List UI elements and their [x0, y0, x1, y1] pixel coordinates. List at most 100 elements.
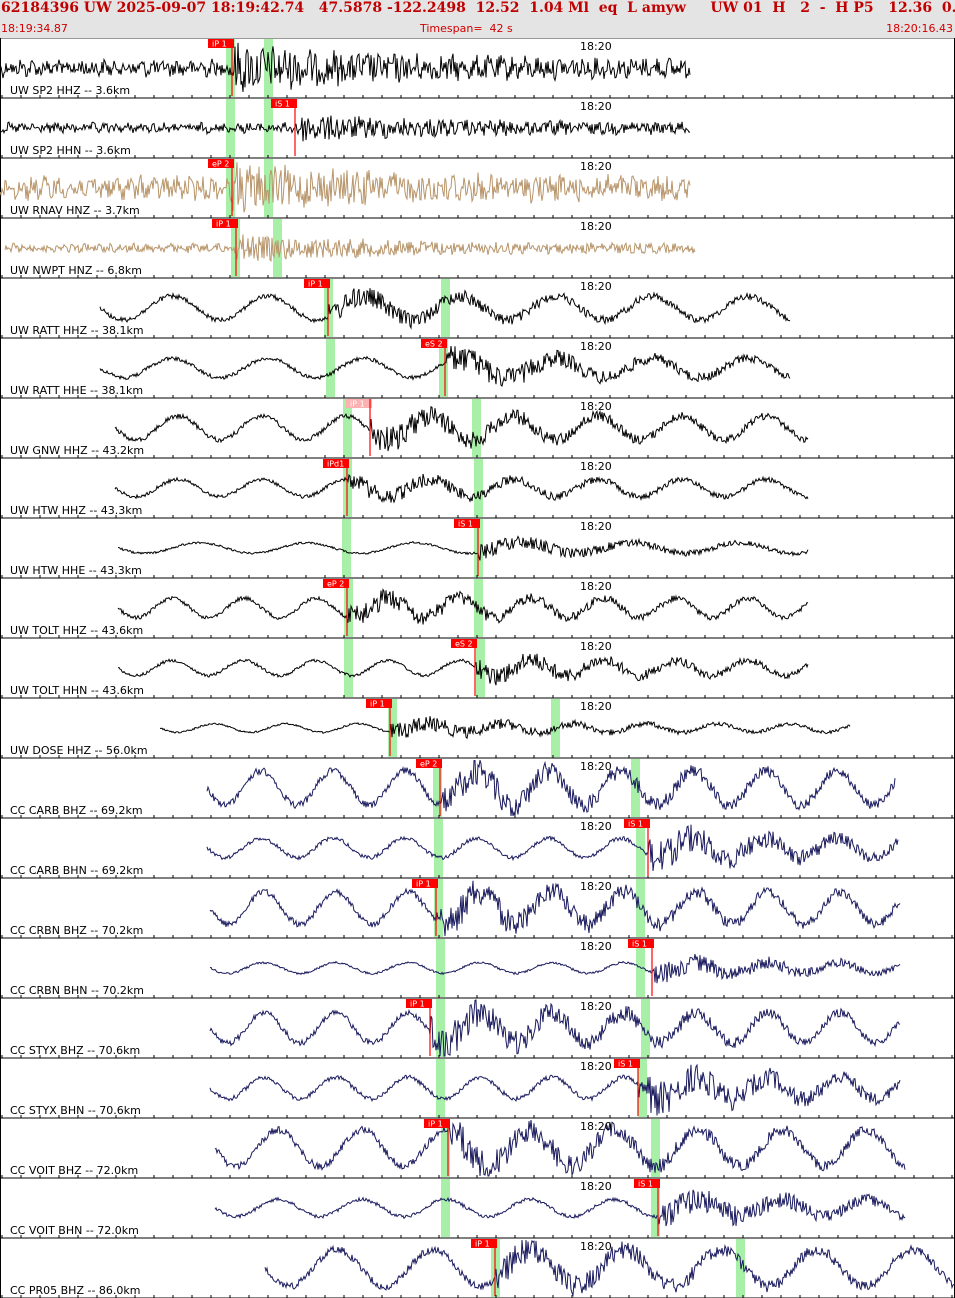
time-window-band: [436, 1059, 445, 1117]
channel-label: CC CARB BHN -- 69.2km: [10, 864, 143, 877]
waveform: [209, 954, 901, 984]
pick-flag[interactable]: [628, 939, 654, 948]
trace-row[interactable]: iS 1 18:20 CC VOIT BHN -- 72.0km: [0, 1178, 955, 1239]
trace-row[interactable]: eS 2 18:20 UW RATT HHE -- 38.1km: [0, 338, 955, 399]
waveform: [117, 653, 809, 686]
time-marker-label: 18:20: [580, 340, 612, 353]
time-marker-label: 18:20: [580, 1060, 612, 1073]
waveform: [0, 42, 691, 92]
channel-label: UW RATT HHZ -- 38.1km: [10, 324, 144, 337]
time-window-band: [344, 639, 353, 697]
start-time: 18:19:34.87: [1, 22, 68, 35]
time-marker-label: 18:20: [580, 520, 612, 533]
time-marker-label: 18:20: [580, 1240, 612, 1253]
channel-label: UW TOLT HHN -- 43.6km: [10, 684, 144, 697]
pick-flag[interactable]: [366, 699, 392, 708]
trace-row[interactable]: iP 1 18:20 CC CRBN BHZ -- 70.2km: [0, 878, 955, 939]
channel-label: UW HTW HHE -- 43.3km: [10, 564, 142, 577]
trace-row[interactable]: eP 2 18:20 UW TOLT HHZ -- 43.6km: [0, 578, 955, 639]
trace-row[interactable]: iS 1 18:20 CC STYX BHN -- 70.6km: [0, 1058, 955, 1119]
channel-label: UW RNAV HNZ -- 3.7km: [10, 204, 140, 217]
time-window-band: [474, 459, 483, 517]
trace-row[interactable]: iS 1 18:20 CC CARB BHN -- 69.2km: [0, 818, 955, 879]
pick-flag[interactable]: [208, 39, 234, 48]
pick-flag[interactable]: [271, 99, 297, 108]
channel-label: UW DOSE HHZ -- 56.0km: [10, 744, 148, 757]
pick-label: eS 2: [455, 640, 473, 649]
pick-flag[interactable]: [451, 639, 477, 648]
pick-flag[interactable]: [208, 159, 234, 168]
waveform: [114, 406, 809, 452]
pick-label: iP 1: [212, 40, 227, 49]
trace-row[interactable]: eP 2 18:20 CC CARB BHZ -- 69.2km: [0, 758, 955, 819]
pick-label: eP 2: [327, 580, 344, 589]
pick-label: iP 1: [416, 880, 431, 889]
channel-label: CC VOIT BHN -- 72.0km: [10, 1224, 139, 1237]
pick-flag[interactable]: [471, 1239, 497, 1248]
pick-label: iP 1: [428, 1120, 443, 1129]
trace-row[interactable]: eP 2 18:20 UW RNAV HNZ -- 3.7km: [0, 158, 955, 219]
end-time: 18:20:16.43: [886, 22, 953, 35]
time-marker-label: 18:20: [580, 760, 612, 773]
time-window-band: [441, 1179, 450, 1237]
pick-label: eS 2: [425, 340, 443, 349]
trace-row[interactable]: iP 1 18:20 UW GNW HHZ -- 43.2km: [0, 398, 955, 459]
waveform: [159, 716, 851, 740]
pick-label: iPd1: [327, 460, 344, 469]
pick-flag[interactable]: [323, 579, 349, 588]
time-window-band: [441, 279, 450, 337]
trace-row[interactable]: iP 1 18:20 CC PR05 BHZ -- 86.0km: [0, 1238, 955, 1298]
trace-row[interactable]: iP 1 18:20 CC STYX BHZ -- 70.6km: [0, 998, 955, 1059]
trace-row[interactable]: iP 1 18:20 UW NWPT HNZ -- 6.8km: [0, 218, 955, 279]
pick-label: iP 1: [410, 1000, 425, 1009]
trace-row[interactable]: iP 1 18:20 UW RATT HHZ -- 38.1km: [0, 278, 955, 339]
channel-label: CC CARB BHZ -- 69.2km: [10, 804, 143, 817]
event-header: 62184396 UW 2025-09-07 18:19:42.74 47.58…: [0, 0, 955, 39]
pick-flag[interactable]: [323, 459, 349, 468]
pick-flag[interactable]: [624, 819, 650, 828]
pick-flag[interactable]: [614, 1059, 640, 1068]
pick-label: iS 1: [458, 520, 473, 529]
time-marker-label: 18:20: [580, 460, 612, 473]
trace-row[interactable]: iS 1 18:20 UW HTW HHE -- 43.3km: [0, 518, 955, 579]
trace-row[interactable]: iP 1 18:20 UW DOSE HHZ -- 56.0km: [0, 698, 955, 759]
pick-flag[interactable]: [454, 519, 480, 528]
channel-label: CC CRBN BHZ -- 70.2km: [10, 924, 143, 937]
pick-flag[interactable]: [346, 399, 372, 408]
pick-label: iP 1: [216, 220, 231, 229]
channel-label: UW SP2 HHZ -- 3.6km: [10, 84, 130, 97]
pick-flag[interactable]: [412, 879, 438, 888]
waveform: [0, 162, 691, 213]
waveform: [117, 535, 809, 561]
pick-flag[interactable]: [634, 1179, 660, 1188]
pick-flag[interactable]: [212, 219, 238, 228]
pick-flag[interactable]: [406, 999, 432, 1008]
channel-label: CC STYX BHZ -- 70.6km: [10, 1044, 140, 1057]
time-marker-label: 18:20: [580, 940, 612, 953]
time-marker-label: 18:20: [580, 100, 612, 113]
trace-row[interactable]: iS 1 18:20 UW SP2 HHN -- 3.6km: [0, 98, 955, 159]
pick-label: iS 1: [628, 820, 643, 829]
time-window-band: [433, 759, 442, 817]
pick-label: iS 1: [638, 1180, 653, 1189]
seismogram-panel[interactable]: iP 1 18:20 UW SP2 HHZ -- 3.6km iS 1 18:20 UW …: [0, 38, 955, 1298]
pick-flag[interactable]: [304, 279, 330, 288]
time-window-band: [343, 399, 352, 457]
trace-row[interactable]: iPd1 18:20 UW HTW HHZ -- 43.3km: [0, 458, 955, 519]
time-marker-label: 18:20: [580, 580, 612, 593]
time-window-band: [226, 159, 235, 217]
pick-flag[interactable]: [416, 759, 442, 768]
waveform: [214, 1119, 906, 1177]
trace-row[interactable]: eS 2 18:20 UW TOLT HHN -- 43.6km: [0, 638, 955, 699]
pick-flag[interactable]: [424, 1119, 450, 1128]
pick-label: iS 1: [275, 100, 290, 109]
trace-row[interactable]: iP 1 18:20 CC VOIT BHZ -- 72.0km: [0, 1118, 955, 1179]
time-window-band: [636, 879, 645, 937]
channel-label: CC STYX BHN -- 70.6km: [10, 1104, 141, 1117]
time-window-band: [344, 579, 353, 637]
time-marker-label: 18:20: [580, 820, 612, 833]
trace-row[interactable]: iP 1 18:20 UW SP2 HHZ -- 3.6km: [0, 38, 955, 99]
pick-flag[interactable]: [421, 339, 447, 348]
trace-row[interactable]: iS 1 18:20 CC CRBN BHN -- 70.2km: [0, 938, 955, 999]
time-window-band: [264, 159, 273, 217]
